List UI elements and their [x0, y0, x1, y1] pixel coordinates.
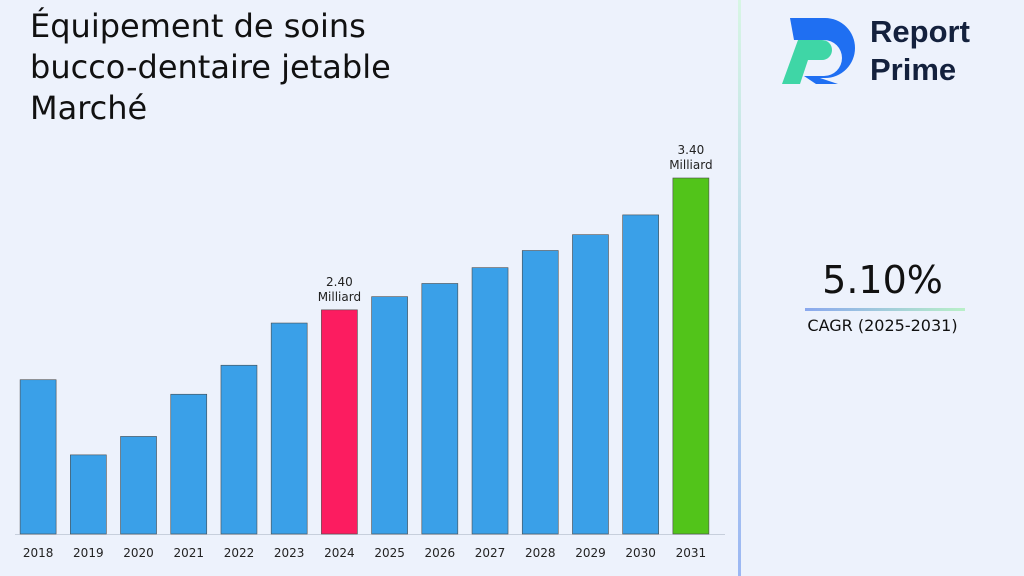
value-label-line: 3.40: [678, 143, 705, 157]
x-tick-label: 2024: [324, 546, 355, 560]
x-tick-label: 2020: [123, 546, 154, 560]
bar: [170, 393, 208, 535]
x-tick-label: 2028: [525, 546, 556, 560]
x-tick-label: 2031: [676, 546, 707, 560]
value-label: 2.40 Milliard: [318, 275, 361, 304]
bar: [672, 177, 710, 535]
bar: [270, 322, 308, 535]
x-tick-label: 2029: [575, 546, 606, 560]
x-tick-label: 2027: [475, 546, 506, 560]
brand-text: Report: [870, 14, 970, 49]
bar: [321, 309, 358, 535]
bar: [19, 379, 57, 535]
x-tick-label: 2025: [374, 546, 405, 560]
x-tick-label: 2023: [274, 546, 305, 560]
cagr-label: CAGR (2025-2031): [807, 316, 958, 335]
bar: [622, 214, 659, 535]
divider: [738, 0, 741, 576]
bar: [421, 283, 459, 535]
x-tick-label: 2021: [173, 546, 204, 560]
x-tick-label: 2019: [73, 546, 104, 560]
brand-text: Prime: [870, 52, 957, 87]
bar: [471, 267, 509, 535]
chart-title: Équipement de soins bucco-dentaire jetab…: [30, 7, 391, 127]
bar: [371, 296, 408, 535]
value-label-line: 2.40: [326, 275, 353, 289]
x-tick-label: 2026: [425, 546, 456, 560]
x-tick-label: 2022: [224, 546, 255, 560]
value-label-line: Milliard: [318, 290, 361, 304]
bar: [572, 234, 609, 535]
cagr-value: 5.10%: [822, 258, 943, 302]
value-label: 3.40 Milliard: [669, 143, 712, 172]
x-tick-label: 2018: [23, 546, 54, 560]
x-tick-label: 2030: [625, 546, 656, 560]
cagr-underline: [805, 308, 965, 311]
bar: [220, 364, 258, 535]
bar: [521, 250, 559, 535]
value-label-line: Milliard: [669, 158, 712, 172]
bar: [120, 436, 157, 535]
bar: [70, 454, 107, 535]
